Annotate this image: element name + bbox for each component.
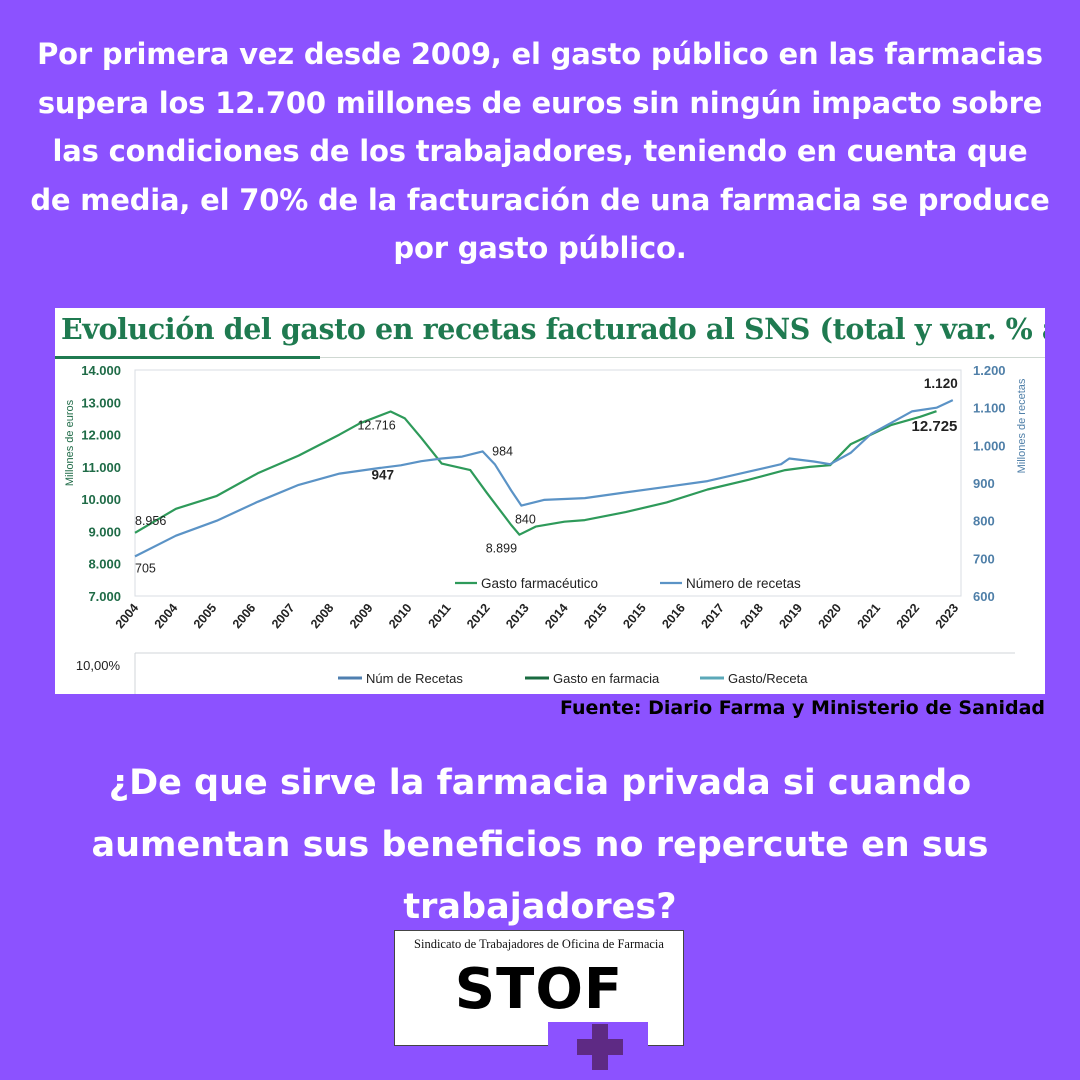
data-label: 1.120: [924, 376, 958, 391]
source-caption: Fuente: Diario Farma y Ministerio de San…: [559, 697, 1045, 719]
x-tick-label: 2016: [659, 601, 688, 631]
x-tick-label: 2022: [894, 601, 923, 631]
y-tick-label-second: 10,00%: [76, 658, 121, 673]
data-label: 8.899: [486, 542, 517, 556]
legend-label-second: Núm de Recetas: [366, 671, 463, 686]
x-tick-label: 2021: [855, 601, 884, 631]
data-label: 8.956: [135, 514, 166, 528]
y-tick-label-right: 1.200: [973, 363, 1006, 378]
x-tick-label: 2019: [777, 601, 806, 631]
question-text: ¿De que sirve la farmacia privada si cua…: [91, 763, 989, 927]
y-tick-label-left: 11.000: [82, 460, 121, 475]
x-tick-label: 2023: [933, 601, 962, 631]
legend-label-second: Gasto en farmacia: [553, 671, 660, 686]
data-label: 12.716: [357, 418, 395, 432]
x-tick-label: 2006: [230, 601, 259, 631]
x-tick-label: 2015: [620, 601, 649, 631]
x-tick-label: 2013: [503, 601, 532, 631]
x-tick-label: 2010: [386, 601, 415, 631]
legend-label: Número de recetas: [686, 576, 801, 591]
plot-frame: [134, 369, 962, 597]
y-tick-label-left: 9.000: [88, 524, 121, 539]
chart-title: Evolución del gasto en recetas facturado…: [61, 312, 1045, 346]
x-tick-label: 2018: [737, 601, 766, 631]
y-axis-title-right: Millones de recetas: [1016, 378, 1028, 473]
logo-subtitle: Sindicato de Trabajadores de Oficina de …: [414, 937, 664, 951]
line-chart: 7.000 8.000 9.000 10.000 11.000 12.000 13.000 1…: [55, 356, 1045, 694]
data-label: 12.725: [912, 418, 958, 435]
series-line-recetas: [134, 399, 954, 558]
y-tick-label-right: 600: [973, 589, 995, 604]
x-tick-label: 2007: [269, 601, 298, 631]
x-tick-label: 2004: [113, 601, 142, 631]
data-label: 984: [492, 444, 513, 458]
y-tick-label-left: 10.000: [81, 492, 121, 507]
y-tick-label-right: 1.100: [973, 401, 1006, 416]
chart-card: 7.000 8.000 9.000 10.000 11.000 12.000 13.000 1…: [55, 308, 1045, 694]
headline-text: Por primera vez desde 2009, el gasto púb…: [30, 37, 1050, 265]
x-tick-label: 2009: [347, 601, 376, 631]
x-tick-label: 2015: [581, 601, 610, 631]
x-tick-label: 2012: [464, 601, 493, 631]
stof-logo: Sindicato de Trabajadores de Oficina de …: [394, 930, 684, 1046]
x-tick-label: 2005: [191, 601, 220, 631]
legend-label: Gasto farmacéutico: [481, 576, 598, 591]
pharmacy-cross-icon: [577, 1024, 623, 1070]
title-rule: [320, 357, 1045, 358]
y-tick-label-left: 7.000: [88, 589, 121, 604]
y-tick-label-right: 800: [973, 514, 995, 529]
y-tick-label-left: 12.000: [81, 428, 121, 443]
y-tick-label-left: 8.000: [88, 557, 121, 572]
y-tick-label-right: 900: [973, 476, 995, 491]
x-tick-label: 2004: [152, 601, 181, 631]
x-tick-label: 2014: [542, 601, 571, 631]
y-tick-label-left: 14.000: [81, 363, 121, 378]
data-label: 705: [135, 561, 156, 575]
x-tick-label: 2011: [426, 601, 454, 631]
data-label: 947: [372, 467, 395, 482]
data-label: 840: [515, 513, 536, 527]
x-tick-label: 2017: [698, 601, 727, 631]
logo-name: STOF: [454, 957, 624, 1022]
title-underline: [55, 356, 320, 359]
y-tick-label-right: 700: [973, 551, 995, 566]
x-tick-label: 2020: [816, 601, 845, 631]
y-axis-title-left: Millones de euros: [64, 399, 76, 486]
y-tick-label-left: 13.000: [81, 395, 121, 410]
legend-label-second: Gasto/Receta: [728, 671, 808, 686]
y-tick-label-right: 1.000: [973, 438, 1006, 453]
x-tick-label: 2008: [308, 601, 337, 631]
